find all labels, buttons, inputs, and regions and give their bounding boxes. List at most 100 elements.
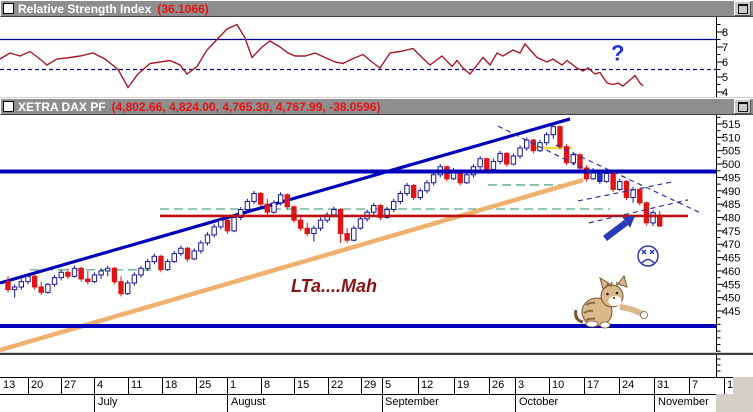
candle bbox=[344, 228, 350, 243]
dax-titlebar[interactable]: XETRA DAX PF (4,802.66, 4,824.00, 4,765.… bbox=[0, 98, 753, 115]
axis-tick-label: 455 bbox=[722, 279, 740, 291]
week-separator bbox=[584, 378, 585, 394]
candle bbox=[417, 188, 424, 201]
week-separator bbox=[689, 378, 690, 394]
week-separator bbox=[654, 378, 655, 394]
month-separator bbox=[382, 395, 383, 412]
week-label: 19 bbox=[457, 379, 470, 391]
week-label: 27 bbox=[64, 379, 77, 391]
rsi-panel: Relative Strength Index (36.1066) ? 8 7 6 5 4 bbox=[0, 0, 753, 98]
axis-tick-label: 470 bbox=[722, 239, 740, 251]
candle bbox=[125, 280, 131, 296]
week-separator bbox=[328, 378, 329, 394]
week-label: 12 bbox=[421, 379, 434, 391]
candle bbox=[25, 273, 31, 285]
month-separator bbox=[515, 395, 516, 412]
candle bbox=[211, 224, 217, 238]
rsi-chart: ? 8 7 6 5 4 bbox=[0, 17, 753, 97]
candle bbox=[105, 265, 111, 277]
week-separator bbox=[382, 378, 383, 394]
candle bbox=[351, 225, 357, 242]
week-label: 15 bbox=[297, 379, 310, 391]
candle bbox=[650, 210, 656, 227]
candle bbox=[71, 265, 78, 278]
candle bbox=[277, 192, 284, 206]
axis-tick-label: 505 bbox=[722, 146, 740, 158]
candle bbox=[477, 156, 483, 170]
week-label: 26 bbox=[492, 379, 505, 391]
candle bbox=[577, 153, 583, 171]
month-separator bbox=[654, 395, 655, 412]
rsi-y-axis: 8 7 6 5 4 bbox=[716, 17, 728, 97]
candle bbox=[404, 182, 410, 197]
candle bbox=[397, 190, 404, 205]
week-separator bbox=[261, 378, 262, 394]
week-separator bbox=[515, 378, 516, 394]
candle bbox=[517, 145, 523, 159]
axis-tick-label: 8 bbox=[722, 27, 728, 39]
week-label: 24 bbox=[622, 379, 635, 391]
candle bbox=[430, 172, 437, 186]
week-separator bbox=[549, 378, 550, 394]
candle bbox=[138, 265, 144, 278]
axis-tick-label: 475 bbox=[722, 226, 740, 238]
month-label: November bbox=[658, 396, 709, 408]
candle bbox=[178, 245, 184, 257]
week-separator bbox=[454, 378, 455, 394]
candle bbox=[391, 198, 397, 213]
candle bbox=[111, 266, 118, 285]
axis-tick-label: 450 bbox=[722, 293, 740, 305]
candle bbox=[158, 254, 164, 273]
axis-tick-label: 485 bbox=[722, 199, 740, 211]
candle bbox=[510, 153, 517, 166]
sad-face-icon bbox=[637, 245, 659, 267]
date-axis-months: July August September October November bbox=[0, 394, 716, 412]
restore-window-icon bbox=[737, 101, 748, 112]
week-label: 13 bbox=[3, 379, 16, 391]
month-label: July bbox=[98, 396, 118, 408]
week-separator bbox=[227, 378, 228, 394]
axis-tick-label: 465 bbox=[722, 253, 740, 265]
candle bbox=[504, 152, 510, 167]
week-separator bbox=[28, 378, 29, 394]
candle bbox=[563, 144, 570, 166]
week-label: 18 bbox=[165, 379, 178, 391]
dax-restore-button[interactable] bbox=[734, 99, 751, 114]
candle bbox=[311, 225, 317, 242]
candle bbox=[357, 216, 364, 230]
rsi-titlebar[interactable]: Relative Strength Index (36.1066) bbox=[0, 0, 753, 17]
week-separator bbox=[94, 378, 95, 394]
week-label: 22 bbox=[331, 379, 344, 391]
month-label: October bbox=[519, 396, 559, 408]
week-label: 14 bbox=[727, 379, 733, 391]
candle bbox=[324, 212, 330, 223]
month-separator bbox=[94, 395, 95, 412]
strip-axis bbox=[716, 355, 721, 377]
week-label: 20 bbox=[31, 379, 44, 391]
candle bbox=[297, 214, 304, 231]
rsi-sysmenu-box[interactable] bbox=[3, 3, 14, 14]
candle bbox=[424, 180, 430, 194]
candle bbox=[18, 278, 25, 290]
candle bbox=[51, 274, 58, 287]
axis-tick-label: 510 bbox=[722, 132, 740, 144]
axis-tick-label: 490 bbox=[722, 186, 740, 198]
navy-dashed-flag-line bbox=[577, 181, 673, 202]
candle bbox=[204, 232, 211, 246]
rsi-restore-button[interactable] bbox=[734, 1, 751, 16]
dax-ohlc-values: (4,802.66, 4,824.00, 4,765.30, 4,767.99,… bbox=[111, 99, 381, 114]
candle bbox=[144, 258, 151, 271]
dax-panel: XETRA DAX PF (4,802.66, 4,824.00, 4,765.… bbox=[0, 98, 753, 354]
candle bbox=[304, 222, 310, 237]
cat-mascot-icon bbox=[574, 274, 648, 329]
month-label: September bbox=[385, 396, 439, 408]
week-separator bbox=[294, 378, 295, 394]
candle bbox=[657, 211, 663, 227]
orange-uptrend-line bbox=[0, 177, 584, 352]
axis-tick-label: 4 bbox=[722, 87, 728, 97]
candle bbox=[337, 208, 344, 243]
dax-sysmenu-box[interactable] bbox=[3, 101, 14, 112]
trend-label: LTa....Mah bbox=[291, 276, 377, 296]
